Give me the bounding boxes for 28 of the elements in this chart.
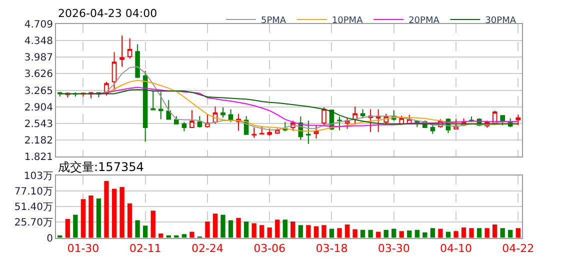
text: 成交量:157354 [58,160,144,174]
y-tick-label: 3.265 [24,86,53,97]
x-tick-label: 04-22 [502,242,534,255]
x-tick-label: 04-10 [440,242,472,255]
y-tick-label: 3.626 [24,69,53,80]
y-tick-label: 4.348 [24,36,53,48]
x-tick-label: 02-11 [129,242,162,255]
x-tick-label: 02-24 [191,242,224,255]
y-tick-label: 25.70万 [14,218,53,229]
legend-label: 30PMA [485,16,517,26]
chart-title: 2026-04-23 04:00 [58,7,158,20]
x-tick-label: 01-30 [67,242,100,255]
y-tick-label: 3.987 [24,52,53,64]
y-tick-label: 103万 [24,171,53,182]
y-tick-label: 0 [46,233,53,244]
y-tick-label: 2.182 [24,135,53,146]
x-tick-label: 03-30 [378,242,410,255]
y-tick-label: 51.40万 [14,202,53,214]
y-tick-label: 2.543 [24,118,53,130]
legend-label: 5PMA [261,16,287,26]
y-tick-label: 1.821 [24,152,53,163]
y-tick-label: 4.709 [24,20,53,31]
x-tick-label: 03-18 [316,242,348,255]
legend-label: 20PMA [408,16,440,26]
x-tick-label: 03-06 [254,242,286,255]
y-tick-label: 2.904 [24,102,53,114]
legend-label: 10PMA [332,16,364,26]
y-tick-label: 77.10万 [14,186,53,198]
